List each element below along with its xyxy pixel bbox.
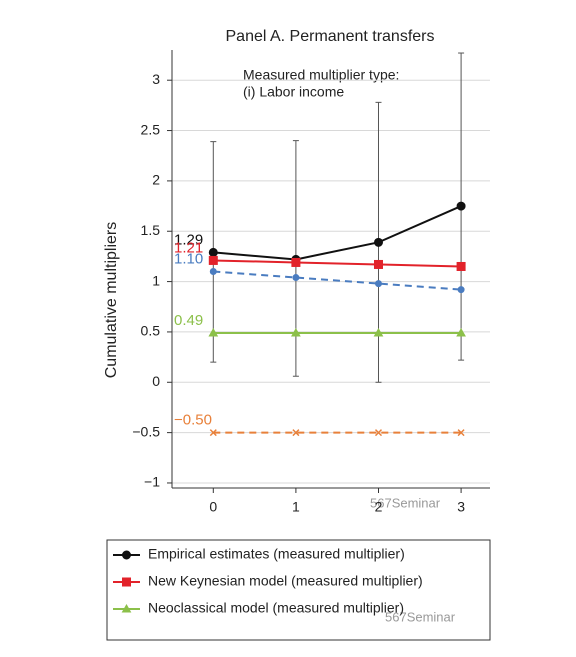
y-tick-label: 3 (152, 71, 160, 87)
marker (208, 327, 219, 337)
series-line (213, 205, 462, 261)
marker (209, 429, 217, 437)
legend-label: Empirical estimates (measured multiplier… (148, 546, 405, 562)
marker (209, 268, 217, 276)
x-tick-label: 0 (209, 499, 217, 515)
y-tick-label: 2 (152, 172, 160, 188)
annotation: Measured multiplier type: (243, 67, 399, 83)
y-tick-label: 2.5 (141, 121, 161, 137)
y-axis-label: Cumulative multipliers (103, 222, 120, 379)
series-line (213, 270, 462, 291)
marker (291, 257, 301, 267)
legend-box (106, 539, 491, 641)
watermark: 567Seminar (370, 495, 441, 510)
y-tick-label: 1 (152, 272, 160, 288)
value-label: 1.10 (174, 250, 203, 267)
value-label: 0.49 (174, 312, 203, 329)
marker (208, 247, 218, 257)
legend-label: New Keynesian model (measured multiplier… (148, 573, 423, 589)
marker (208, 255, 218, 265)
marker (373, 237, 383, 247)
y-tick-label: 0 (152, 373, 160, 389)
y-tick-label: 1.5 (141, 222, 161, 238)
marker (374, 429, 383, 437)
x-tick-label: 1 (292, 499, 300, 515)
marker (374, 280, 382, 288)
chart-title: Panel A. Permanent transfers (226, 28, 435, 45)
x-tick-label: 2 (375, 499, 383, 515)
marker (121, 603, 132, 613)
annotation: (i) Labor income (243, 84, 344, 100)
x-tick-label: 3 (457, 499, 465, 515)
marker (373, 327, 384, 337)
marker (122, 550, 131, 560)
value-label: 1.29 (174, 231, 203, 248)
marker (456, 261, 466, 271)
value-label: 1.21 (174, 239, 203, 256)
marker (456, 201, 466, 211)
y-tick-label: −1 (144, 474, 160, 490)
marker (291, 327, 301, 337)
legend-label: Neoclassical model (measured multiplier) (148, 600, 404, 616)
watermark: 567Seminar (385, 609, 456, 624)
value-label: −0.50 (174, 412, 212, 429)
y-tick-label: −0.5 (132, 423, 160, 439)
marker (292, 274, 300, 282)
marker (122, 577, 131, 587)
marker (292, 429, 300, 437)
marker (456, 327, 466, 337)
series-line (213, 259, 462, 268)
marker (373, 259, 383, 269)
marker (457, 429, 465, 437)
y-tick-label: 0.5 (141, 323, 161, 339)
marker (457, 286, 465, 294)
